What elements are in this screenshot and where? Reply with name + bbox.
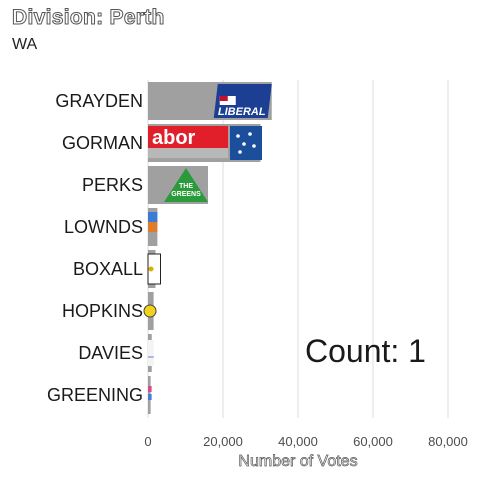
bar [147,250,161,288]
labor-logo-shadow [148,148,228,158]
labor-logo-blue [230,126,262,160]
category-label: GRAYDEN [55,91,143,111]
x-tick-labels: 0 20,000 40,000 60,000 80,000 [144,434,468,449]
star-icon [238,150,242,154]
labor-logo-text: abor [152,127,196,149]
bar [148,334,154,372]
greens-logo-triangle [164,168,208,202]
star-icon [236,134,240,138]
category-label: BOXALL [73,259,143,279]
x-tick-label: 80,000 [428,434,468,449]
flag-icon-union [219,96,228,101]
category-label: PERKS [82,175,143,195]
labor-logo-red [148,126,228,148]
greens-logo-text: GREENS [171,191,201,198]
greens-logo-text: THE [179,183,193,190]
star-icon [248,132,252,136]
category-label: DAVIES [78,343,143,363]
bar [148,376,152,414]
logo-stripe [148,394,152,400]
star-icon [242,142,246,146]
category-label: GREENING [47,385,143,405]
chart-subtitle: WA [12,36,38,53]
logo-box [147,253,161,285]
category-label: GORMAN [62,133,143,153]
logo-box [148,340,154,366]
liberal-logo-text: LIBERAL [218,106,266,118]
x-tick-label: 0 [144,434,151,449]
logo-stripe [148,386,152,392]
x-axis-label: Number of Votes [238,453,358,471]
category-labels: GRAYDEN GORMAN PERKS LOWNDS BOXALL HOPKINS DAV… [47,91,143,405]
logo-stripe [148,222,158,232]
bar: LIBERAL [148,82,272,120]
x-tick-label: 20,000 [203,434,243,449]
bar [143,292,157,330]
chart-title: Division: Perth [12,6,165,30]
bar [148,208,158,246]
count-label: Count: 1 [305,333,426,369]
bar: abor [148,124,262,162]
x-tick-label: 40,000 [278,434,318,449]
logo-stripe [148,212,158,222]
x-tick-label: 60,000 [353,434,393,449]
category-label: LOWNDS [64,217,143,237]
logo-circle [143,304,157,318]
category-label: HOPKINS [62,301,143,321]
star-icon [252,144,256,148]
liberal-logo-shape [213,84,272,118]
logo-dot [148,266,154,272]
